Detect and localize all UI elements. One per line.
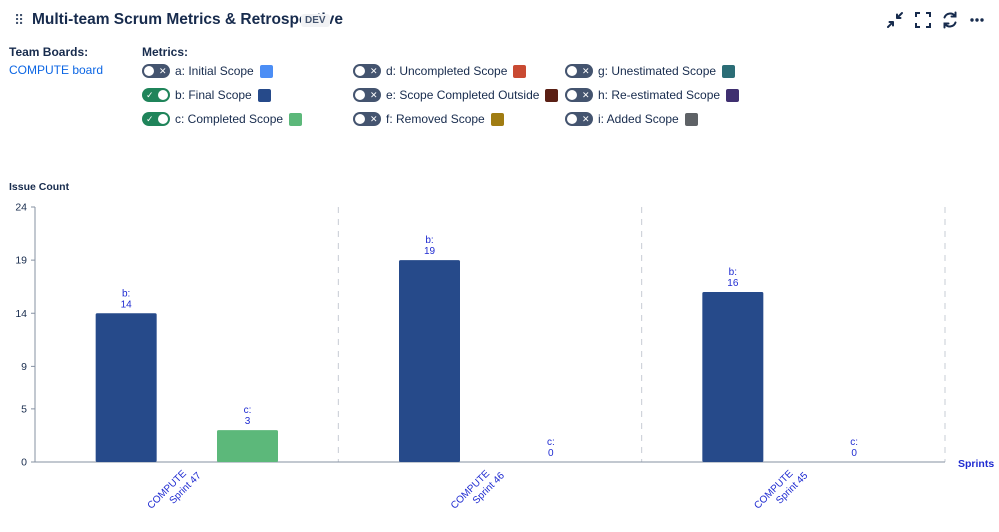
close-icon: ✕ [370, 66, 378, 76]
y-tick-label: 19 [15, 255, 27, 267]
metric-label: c: Completed Scope [175, 112, 284, 126]
data-label-value: 3 [245, 416, 251, 427]
metric-color-swatch [257, 88, 271, 102]
drag-handle-icon[interactable]: ⠿ [14, 12, 24, 28]
toggle-knob [355, 114, 365, 124]
bar [95, 313, 157, 462]
metric-color-swatch [289, 112, 303, 126]
toggle-knob [355, 90, 365, 100]
close-icon: ✕ [582, 114, 590, 124]
metric-label: e: Scope Completed Outside [386, 88, 540, 102]
y-tick-label: 0 [21, 457, 27, 469]
bar [217, 430, 278, 462]
metric-toggle[interactable]: ✕ [353, 64, 381, 78]
metric-toggle[interactable]: ✓ [142, 112, 170, 126]
env-badge: DEV [301, 14, 330, 27]
data-label-key: b: [122, 288, 130, 299]
metric-color-swatch [545, 88, 559, 102]
metric-item: ✕ i: Added Scope [565, 110, 698, 128]
check-icon: ✓ [146, 90, 154, 100]
minimize-icon[interactable] [885, 10, 905, 30]
toggle-knob [567, 90, 577, 100]
close-icon: ✕ [582, 90, 590, 100]
metric-label: b: Final Scope [175, 88, 252, 102]
metric-color-swatch [490, 112, 504, 126]
metric-color-swatch [722, 64, 736, 78]
bar [399, 260, 460, 462]
metric-item: ✕ a: Initial Scope [142, 62, 273, 80]
toggle-knob [567, 66, 577, 76]
fullscreen-icon[interactable] [913, 10, 933, 30]
x-tick-label: COMPUTESprint 45 [752, 462, 810, 520]
board-link-compute[interactable]: COMPUTE board [9, 63, 104, 77]
metric-toggle[interactable]: ✕ [565, 88, 593, 102]
metric-toggle[interactable]: ✕ [565, 112, 593, 126]
metric-toggle[interactable]: ✕ [142, 64, 170, 78]
panel-header: ⠿ Multi-team Scrum Metrics & Retrospecti… [0, 0, 999, 42]
toggle-knob [144, 66, 154, 76]
metric-toggle[interactable]: ✕ [353, 112, 381, 126]
metric-label: i: Added Scope [598, 112, 679, 126]
metric-label: a: Initial Scope [175, 64, 254, 78]
data-label-value: 0 [548, 448, 554, 459]
x-axis-title: Sprints [958, 458, 994, 470]
team-boards-label: Team Boards: [9, 45, 89, 59]
metric-item: ✕ g: Unestimated Scope [565, 62, 736, 80]
metric-item: ✕ f: Removed Scope [353, 110, 504, 128]
close-icon: ✕ [370, 90, 378, 100]
metric-color-swatch [726, 88, 740, 102]
data-label-key: c: [244, 405, 252, 416]
metric-item: ✕ h: Re-estimated Scope [565, 86, 740, 104]
toggle-knob [158, 90, 168, 100]
metric-item: ✕ d: Uncompleted Scope [353, 62, 527, 80]
metric-toggle[interactable]: ✕ [353, 88, 381, 102]
data-label-value: 14 [121, 299, 133, 310]
metric-toggle[interactable]: ✓ [142, 88, 170, 102]
close-icon: ✕ [159, 66, 167, 76]
data-label-value: 19 [424, 246, 436, 257]
metric-item: ✓ b: Final Scope [142, 86, 271, 104]
y-axis-title: Issue Count [9, 181, 70, 193]
metric-label: f: Removed Scope [386, 112, 485, 126]
data-label-value: 16 [727, 278, 739, 289]
toggle-knob [355, 66, 365, 76]
x-tick-label: COMPUTESprint 46 [449, 462, 507, 520]
x-tick-label: COMPUTESprint 47 [146, 462, 204, 520]
check-icon: ✓ [146, 114, 154, 124]
metric-label: g: Unestimated Scope [598, 64, 717, 78]
toggle-knob [158, 114, 168, 124]
metric-label: d: Uncompleted Scope [386, 64, 508, 78]
data-label-key: c: [850, 437, 858, 448]
data-label-value: 0 [851, 448, 857, 459]
metric-toggle[interactable]: ✕ [565, 64, 593, 78]
metric-item: ✕ e: Scope Completed Outside [353, 86, 559, 104]
metric-item: ✓ c: Completed Scope [142, 110, 303, 128]
close-icon: ✕ [582, 66, 590, 76]
metric-color-swatch [684, 112, 698, 126]
metrics-label: Metrics: [142, 45, 189, 59]
y-tick-label: 14 [15, 308, 27, 320]
metric-color-swatch [513, 64, 527, 78]
y-tick-label: 24 [15, 202, 27, 214]
data-label-key: b: [425, 235, 433, 246]
metric-label: h: Re-estimated Scope [598, 88, 721, 102]
toggle-knob [567, 114, 577, 124]
y-tick-label: 9 [21, 361, 27, 373]
data-label-key: c: [547, 437, 555, 448]
page-title: Multi-team Scrum Metrics & Retrospective [32, 11, 343, 28]
refresh-icon[interactable] [940, 10, 960, 30]
scope-bar-chart: Issue Count059141924Sprintsb:14c:3COMPUT… [9, 181, 994, 520]
data-label-key: b: [729, 267, 737, 278]
metric-color-swatch [259, 64, 273, 78]
bar [702, 292, 764, 462]
more-icon[interactable] [967, 10, 987, 30]
close-icon: ✕ [370, 114, 378, 124]
y-tick-label: 5 [21, 403, 27, 415]
